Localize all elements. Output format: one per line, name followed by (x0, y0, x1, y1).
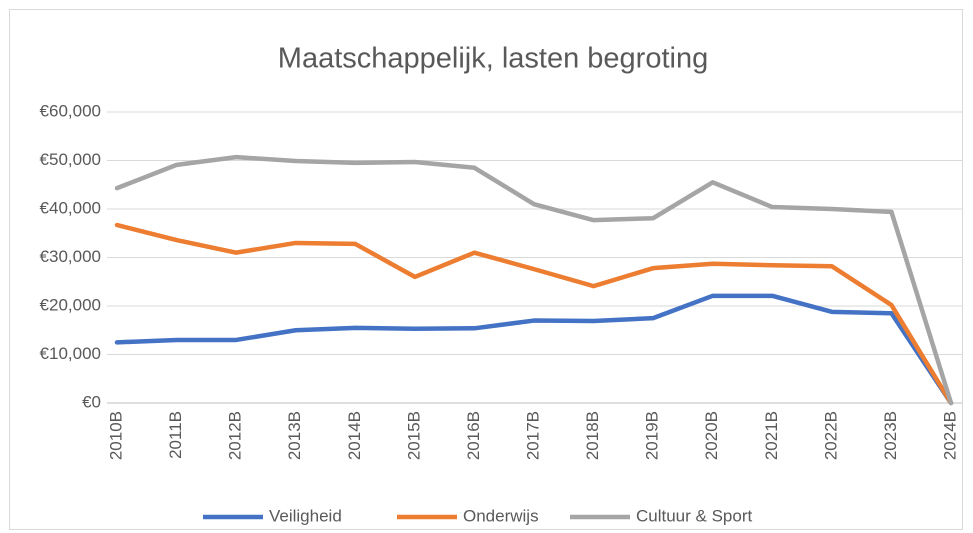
series-line (114, 293, 954, 406)
x-tick-label: 2011B (166, 411, 185, 459)
legend-label: Veiligheid (269, 506, 342, 525)
x-tick-label: 2012B (226, 411, 245, 460)
chart-border (9, 9, 963, 530)
chart-title: Maatschappelijk, lasten begroting (278, 43, 708, 75)
y-tick-label: €40,000 (40, 198, 101, 217)
x-tick-label: 2014B (345, 411, 364, 460)
series-line (114, 154, 954, 406)
x-tick-label: 2020B (702, 411, 721, 460)
x-tick-label: 2018B (583, 411, 602, 460)
x-tick-label: 2019B (643, 411, 662, 460)
x-tick-label: 2023B (881, 411, 900, 460)
y-tick-label: €60,000 (40, 101, 101, 120)
x-tick-label: 2015B (404, 411, 423, 460)
y-tick-label: €20,000 (40, 295, 101, 314)
x-tick-label: 2013B (285, 411, 304, 460)
y-tick-label: €30,000 (40, 247, 101, 266)
x-tick-label: 2010B (106, 411, 125, 460)
x-tick-label: 2021B (762, 411, 781, 460)
legend-label: Cultuur & Sport (636, 506, 752, 525)
x-tick-label: 2022B (821, 411, 840, 460)
series-line (114, 222, 954, 406)
legend-label: Onderwijs (463, 506, 539, 525)
y-tick-label: €50,000 (40, 150, 101, 169)
y-tick-label: €10,000 (40, 344, 101, 363)
x-tick-label: 2017B (523, 411, 542, 460)
x-tick-label: 2016B (464, 411, 483, 460)
y-tick-label: €0 (82, 392, 101, 411)
x-tick-label: 2024B (940, 411, 959, 460)
